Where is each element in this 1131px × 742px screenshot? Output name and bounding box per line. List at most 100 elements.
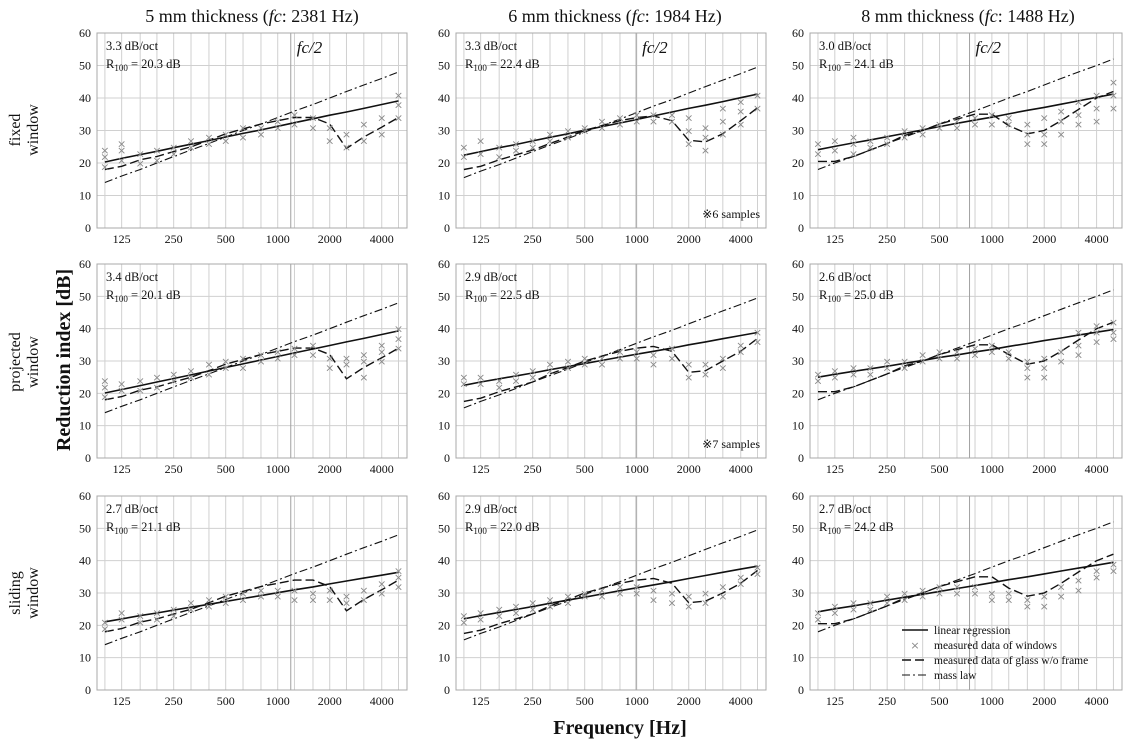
y-tick-label: 50 <box>79 59 91 73</box>
window-data-point: × <box>1074 326 1083 339</box>
window-data-point: × <box>615 112 624 125</box>
samples-note: ※7 samples <box>702 437 760 451</box>
window-data-point: × <box>684 600 693 613</box>
y-tick-label: 40 <box>438 91 450 105</box>
y-tick-label: 30 <box>792 586 804 600</box>
window-data-point: × <box>511 606 520 619</box>
window-data-point: × <box>290 342 299 355</box>
window-data-point: × <box>1109 558 1118 571</box>
window-data-point: × <box>100 160 109 173</box>
window-data-point: × <box>152 613 161 626</box>
slope-annotation: 2.6 dB/oct <box>819 270 872 284</box>
window-data-point: × <box>701 121 710 134</box>
window-data-point: × <box>667 342 676 355</box>
y-tick-label: 40 <box>792 554 804 568</box>
x-tick-label: 1000 <box>266 462 290 476</box>
window-data-point: × <box>813 374 822 387</box>
x-tick-label: 125 <box>826 462 844 476</box>
y-tick-label: 20 <box>438 386 450 400</box>
window-data-point: × <box>1092 326 1101 339</box>
window-data-point: × <box>495 374 504 387</box>
window-data-point: × <box>918 584 927 597</box>
mass-law-line <box>463 66 758 179</box>
legend-glass-label: measured data of glass w/o frame <box>934 655 1088 667</box>
window-data-point: × <box>273 590 282 603</box>
window-data-point: × <box>528 141 537 154</box>
window-data-point: × <box>753 568 762 581</box>
window-data-point: × <box>563 131 572 144</box>
window-data-point: × <box>476 147 485 160</box>
x-tick-label: 125 <box>113 694 131 708</box>
window-data-point: × <box>918 355 927 368</box>
window-data-point: × <box>169 141 178 154</box>
y-tick-label: 10 <box>79 189 91 203</box>
y-tick-label: 0 <box>798 683 804 697</box>
window-data-point: × <box>615 581 624 594</box>
window-data-point: × <box>753 326 762 339</box>
window-data-point: × <box>736 95 745 108</box>
x-tick-label: 1000 <box>980 694 1004 708</box>
window-data-point: × <box>632 108 641 121</box>
y-tick-label: 10 <box>792 651 804 665</box>
window-data-point: × <box>952 115 961 128</box>
window-data-point: × <box>649 593 658 606</box>
window-data-point: × <box>290 108 299 121</box>
window-data-point: × <box>849 597 858 610</box>
window-data-point: × <box>736 118 745 131</box>
plot-frame <box>455 263 767 459</box>
legend-measured-label: measured data of windows <box>934 640 1057 652</box>
window-data-point: × <box>1109 332 1118 345</box>
window-data-point: × <box>701 368 710 381</box>
window-data-point: × <box>117 613 126 626</box>
window-data-point: × <box>701 597 710 610</box>
y-tick-label: 30 <box>79 354 91 368</box>
glass-data-line <box>463 107 758 171</box>
r100-annotation: R100 = 24.2 dB <box>819 520 894 536</box>
window-data-point: × <box>1056 128 1065 141</box>
window-data-point: × <box>1092 564 1101 577</box>
window-data-point: × <box>136 616 145 629</box>
window-data-point: × <box>325 361 334 374</box>
r100-annotation: R100 = 22.5 dB <box>465 288 540 304</box>
window-data-point: × <box>813 606 822 619</box>
y-tick-label: 40 <box>438 554 450 568</box>
window-data-point: × <box>308 349 317 362</box>
y-tick-label: 20 <box>79 618 91 632</box>
y-tick-label: 60 <box>79 257 91 271</box>
window-data-point: × <box>563 590 572 603</box>
window-data-point: × <box>718 581 727 594</box>
x-tick-label: 2000 <box>318 462 342 476</box>
y-tick-label: 20 <box>792 618 804 632</box>
r100-annotation: R100 = 25.0 dB <box>819 288 894 304</box>
column-title-8mm: 8 mm thickness (fc: 1488 Hz) <box>861 6 1074 27</box>
window-data-point: × <box>117 606 126 619</box>
window-data-point: × <box>238 361 247 374</box>
window-data-point: × <box>1040 600 1049 613</box>
window-data-point: × <box>632 345 641 358</box>
y-tick-label: 0 <box>85 221 91 235</box>
window-data-point: × <box>580 358 589 371</box>
y-tick-label: 50 <box>438 289 450 303</box>
window-data-point: × <box>866 134 875 147</box>
slope-annotation: 3.3 dB/oct <box>106 39 159 53</box>
linear-regression-line <box>104 100 399 163</box>
window-data-point: × <box>459 151 468 164</box>
window-data-point: × <box>883 597 892 610</box>
r100-annotation: R100 = 22.0 dB <box>465 520 540 536</box>
x-tick-label: 125 <box>113 232 131 246</box>
window-data-point: × <box>377 345 386 358</box>
y-tick-label: 20 <box>438 618 450 632</box>
window-data-point: × <box>325 352 334 365</box>
x-tick-label: 1000 <box>266 694 290 708</box>
y-tick-label: 40 <box>79 322 91 336</box>
window-data-point: × <box>1074 118 1083 131</box>
plot-frame <box>455 495 767 691</box>
window-data-point: × <box>1023 361 1032 374</box>
slope-annotation: 2.7 dB/oct <box>819 502 872 516</box>
window-data-point: × <box>511 374 520 387</box>
y-tick-label: 50 <box>792 289 804 303</box>
window-data-point: × <box>1109 564 1118 577</box>
window-data-point: × <box>684 590 693 603</box>
window-data-point: × <box>597 115 606 128</box>
